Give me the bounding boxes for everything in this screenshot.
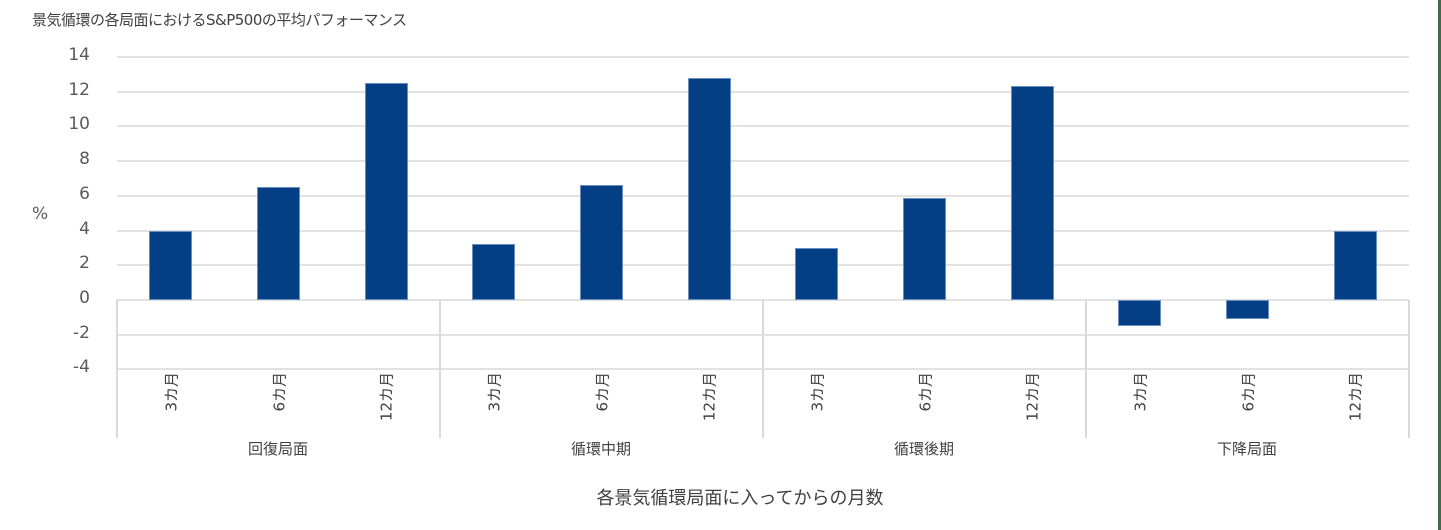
bar [795, 247, 839, 300]
gridline [117, 194, 1409, 197]
category-label: 6カ月 [587, 372, 617, 432]
bar [1333, 230, 1377, 300]
category-text: 6カ月 [916, 372, 934, 412]
category-text: 12カ月 [1346, 372, 1365, 422]
category-label: 12カ月 [1340, 372, 1370, 432]
category-text: 12カ月 [700, 372, 719, 422]
category-label: 3カ月 [479, 372, 509, 432]
category-label: 6カ月 [264, 372, 294, 432]
bar [903, 197, 946, 300]
category-text: 3カ月 [162, 372, 181, 412]
category-text: 3カ月 [1131, 372, 1150, 412]
group-label: 循環後期 [893, 440, 954, 458]
group-divider [116, 300, 118, 438]
gridline [117, 160, 1409, 163]
y-tick-label: -4 [73, 357, 90, 378]
group-divider [1085, 300, 1087, 438]
bar [687, 77, 731, 300]
bar [1118, 300, 1162, 327]
category-text: 6カ月 [270, 372, 288, 412]
group-divider [439, 300, 441, 438]
gridline [117, 125, 1409, 128]
x-axis-title: 各景気循環局面に入ってからの月数 [596, 488, 884, 509]
y-axis-label: % [32, 204, 49, 224]
y-tick-label: 8 [79, 149, 90, 170]
gridline [117, 55, 1409, 58]
bar [149, 230, 193, 300]
category-label: 3カ月 [156, 372, 186, 432]
category-text: 6カ月 [1239, 372, 1257, 412]
category-text: 12カ月 [377, 372, 396, 422]
chart-title: 景気循環の各局面におけるS&P500の平均パフォーマンス [32, 11, 407, 29]
group-label: 下降局面 [1216, 440, 1277, 458]
category-text: 6カ月 [593, 372, 611, 412]
bar [1226, 300, 1269, 320]
group-divider [1408, 300, 1410, 438]
y-tick-label: 0 [79, 288, 90, 308]
y-tick-label: 2 [79, 253, 90, 274]
category-label: 3カ月 [802, 372, 832, 432]
gridline [117, 90, 1409, 93]
group-divider [762, 300, 764, 438]
category-label: 6カ月 [1233, 372, 1263, 432]
category-label: 3カ月 [1125, 372, 1155, 432]
group-label: 循環中期 [570, 440, 631, 458]
y-tick-label: 10 [68, 114, 90, 135]
bar [257, 187, 300, 300]
category-label: 6カ月 [910, 372, 940, 432]
gridline [117, 229, 1409, 232]
bar [472, 244, 516, 300]
category-text: 3カ月 [808, 372, 827, 412]
y-tick-label: 12 [68, 79, 90, 100]
bar [580, 185, 623, 300]
bar [364, 83, 408, 300]
group-label: 回復局面 [247, 440, 308, 458]
y-tick-label: 6 [79, 183, 90, 204]
y-tick-label: -2 [73, 322, 90, 343]
category-label: 12カ月 [1017, 372, 1047, 432]
right-edge-border [1438, 0, 1441, 530]
gridline [117, 264, 1409, 267]
bar [1010, 86, 1054, 300]
y-tick-label: 14 [68, 44, 90, 65]
category-text: 12カ月 [1023, 372, 1042, 422]
category-label: 12カ月 [371, 372, 401, 432]
category-label: 12カ月 [694, 372, 724, 432]
category-text: 3カ月 [485, 372, 504, 412]
y-tick-label: 4 [79, 218, 90, 239]
